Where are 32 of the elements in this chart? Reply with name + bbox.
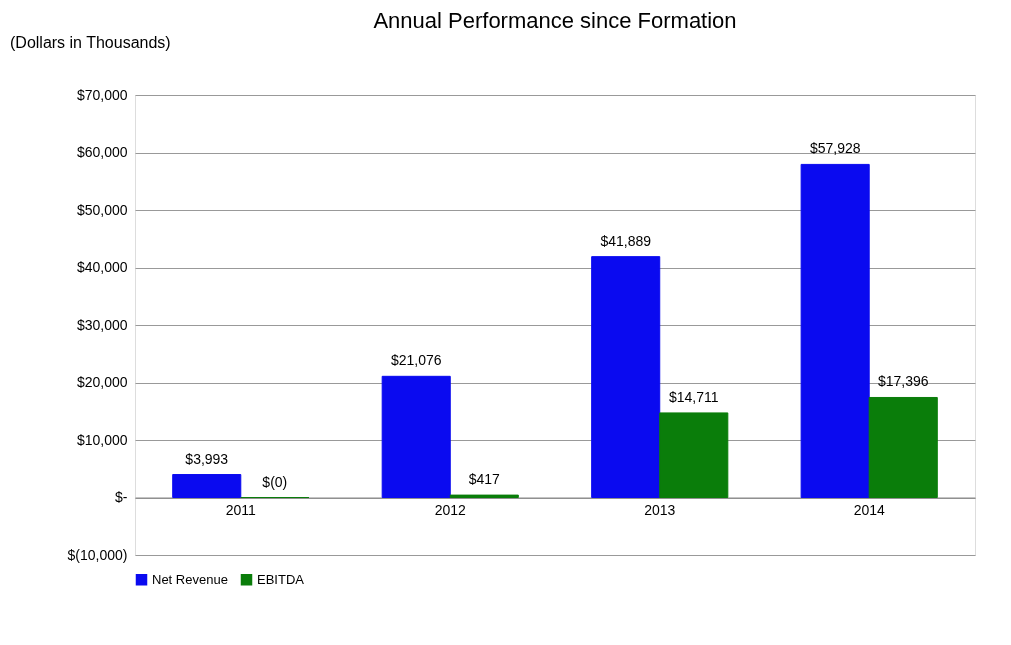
x-tick-label: 2012 [434, 502, 467, 518]
bar [172, 474, 242, 498]
y-tick-label: $30,000 [76, 316, 128, 333]
data-label: $(0) [262, 473, 288, 490]
bar [381, 375, 451, 498]
x-tick-label: 2011 [225, 502, 257, 518]
bar [800, 163, 870, 498]
data-label: $57,928 [809, 140, 861, 157]
y-tick-label: $60,000 [76, 144, 128, 160]
data-label: $17,396 [877, 373, 929, 390]
y-tick-label: $40,000 [76, 259, 128, 275]
y-tick-label: $- [115, 489, 128, 505]
bar [591, 256, 661, 498]
data-label: $417 [468, 471, 501, 488]
bar [659, 412, 729, 498]
data-label: $21,076 [390, 352, 442, 369]
bar [449, 494, 519, 498]
y-tick-label: $50,000 [76, 201, 128, 218]
data-label: $3,993 [185, 450, 229, 467]
y-tick-label: $10,000 [76, 431, 128, 448]
data-label: $41,889 [600, 232, 652, 249]
y-tick-label: $(10,000) [67, 546, 128, 563]
text: (Dollars in Thousands) [10, 34, 171, 51]
y-tick-label: $20,000 [76, 374, 128, 390]
x-tick-label: 2013 [644, 502, 676, 518]
legend-label: EBITDA [257, 571, 305, 587]
chart-title: Annual Performance since Formation [373, 8, 737, 33]
bar [868, 396, 938, 498]
y-tick-label: $70,000 [76, 86, 128, 103]
data-label: $14,711 [668, 388, 719, 405]
x-tick-label: 2014 [853, 502, 885, 518]
legend-label: Net Revenue [152, 571, 228, 587]
